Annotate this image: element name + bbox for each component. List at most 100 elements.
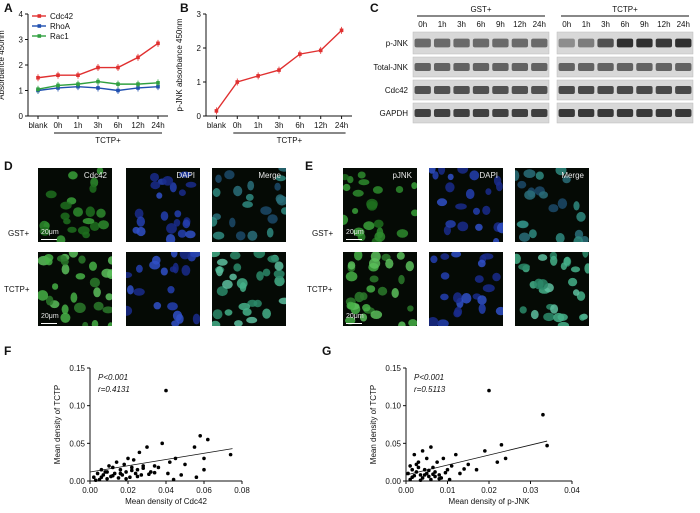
scatter-point [198, 434, 202, 438]
micrograph-label: DAPI [479, 171, 498, 180]
x-tick-label: 3h [94, 121, 103, 130]
micrograph-label: pJNK [392, 171, 412, 180]
micrograph-cells [345, 252, 417, 326]
scatter-point [156, 465, 161, 470]
blot-band [558, 86, 575, 94]
scatter-point [160, 441, 164, 446]
scatter-point [414, 462, 419, 467]
group-label: TCTP+ [277, 136, 303, 145]
scatter-point [130, 468, 134, 473]
blot-group-title-left: GST+ [470, 5, 491, 14]
y-tick-label: 1 [19, 87, 24, 96]
blot-band [531, 38, 548, 48]
blot-band [414, 63, 431, 71]
scatter-point [135, 474, 140, 479]
y-tick-label: 3 [197, 10, 202, 19]
legend-label: Cdc42 [50, 12, 74, 21]
scatter-point [99, 467, 104, 472]
blot-band [472, 109, 490, 117]
blot-band [558, 63, 575, 71]
blot-band [492, 63, 509, 71]
scatter-point [474, 467, 479, 472]
scatter-point [93, 478, 98, 483]
blot-band [636, 109, 653, 117]
blot-row-label: Total-JNK [373, 63, 408, 72]
timepoint-label: 3h [601, 20, 610, 29]
micrograph-label: Merge [561, 171, 584, 180]
scatter-point [458, 471, 462, 476]
blot-band [511, 63, 529, 71]
blot-row-label: p-JNK [386, 39, 409, 48]
blot-band [492, 109, 509, 117]
scale-bar-label: 20μm [41, 229, 59, 236]
scale-bar [41, 323, 57, 324]
micrograph-blue: DAPI [429, 168, 503, 242]
y-axis-label: Absorbance 450nm [0, 30, 6, 100]
scatter-point [441, 456, 446, 461]
blot-band [655, 38, 673, 48]
blot-band [655, 109, 673, 117]
y-tick-label: 3 [19, 36, 24, 45]
x-tick-label: 0.02 [120, 486, 136, 495]
micrograph-greenDense: 20μm [343, 252, 417, 326]
blot-band [433, 63, 451, 71]
scatter-point [416, 465, 421, 470]
western-blot: GST+ TCTP+ 0h 1h 3h 6h 9h 12h 24h 0h 1h 3h 6h 9h 12h 24… [373, 5, 694, 124]
panel-label-b: B [180, 1, 189, 15]
scatter-point [202, 456, 206, 461]
scatter-g: 0.00 0.05 0.10 0.15 0.00 0.01 0.02 0.03 0.04 Mean… [369, 364, 580, 506]
timepoint-label: 9h [640, 20, 649, 29]
scatter-point [133, 471, 138, 476]
y-tick-label: 0.10 [385, 402, 401, 411]
scale-bar [41, 239, 57, 240]
timepoint-label: 12h [657, 20, 670, 29]
scatter-point [408, 464, 412, 468]
blot-band [655, 63, 673, 71]
panel-label-e: E [305, 159, 313, 173]
legend-label: Rac1 [50, 32, 69, 41]
micrograph-cells [343, 171, 417, 242]
timepoint-label: 24h [533, 20, 546, 29]
x-tick-label: 0h [54, 121, 63, 130]
blot-band [414, 86, 431, 94]
blot-band [616, 63, 634, 71]
timepoint-label: 0h [562, 20, 571, 29]
scatter-point [171, 477, 176, 482]
micrograph-cells [429, 168, 503, 242]
timepoint-label: 12h [513, 20, 526, 29]
y-tick-label: 0.05 [385, 439, 401, 448]
scale-bar-label: 20μm [346, 229, 364, 236]
timepoint-label: 0h [418, 20, 427, 29]
micrograph-blue [126, 252, 200, 326]
scale-bar [346, 239, 362, 240]
blot-row-label: GAPDH [380, 109, 409, 118]
blot-band [675, 63, 692, 71]
blot-band [577, 86, 595, 94]
x-axis-label: Mean density of Cdc42 [125, 497, 207, 506]
scatter-point [424, 456, 429, 461]
blot-band [597, 38, 614, 48]
blot-band [577, 109, 595, 117]
blot-band [472, 38, 490, 48]
y-tick-label: 1 [197, 78, 202, 87]
scatter-point [427, 474, 431, 479]
x-tick-label: 0.08 [234, 486, 250, 495]
scatter-point [99, 475, 104, 480]
blot-band [597, 63, 614, 71]
scatter-point [406, 471, 410, 476]
blot-band [511, 38, 529, 48]
scatter-point [412, 452, 417, 457]
scale-bar [346, 323, 362, 324]
micrograph-blue: DAPI [126, 168, 200, 242]
panel-label-d: D [4, 159, 13, 173]
y-tick-label: 0.05 [69, 439, 85, 448]
scatter-point [228, 452, 233, 457]
scatter-point [166, 471, 170, 476]
micrograph-cells [126, 252, 200, 326]
micrograph-cells [132, 171, 197, 242]
y-tick-label: 0.15 [385, 364, 401, 373]
x-tick-label: 12h [314, 121, 327, 130]
chart-b: 0 1 2 3 blank 0h 1h 3h 6h 12h 24h TCTP+ p-JNK absorb… [175, 10, 352, 145]
scale-bar-label: 20μm [346, 313, 364, 320]
scatter-point [202, 467, 206, 472]
